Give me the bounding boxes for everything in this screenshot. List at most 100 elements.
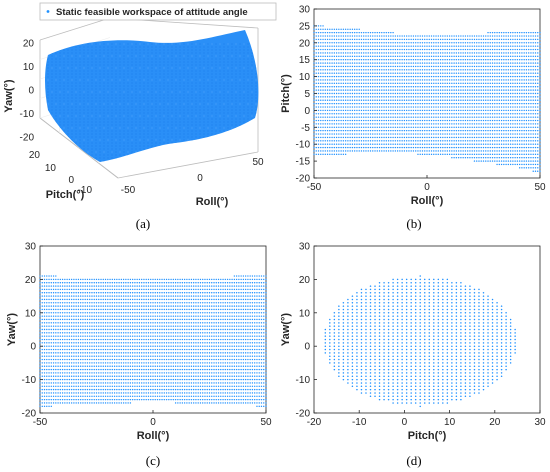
point	[320, 146, 322, 149]
point	[424, 72, 426, 74]
point	[433, 133, 435, 135]
point	[417, 123, 419, 125]
point	[532, 150, 534, 152]
point	[415, 79, 417, 81]
point	[369, 113, 372, 115]
point	[412, 119, 415, 122]
point	[91, 402, 93, 404]
point	[333, 153, 336, 156]
point	[435, 140, 437, 142]
point	[448, 62, 451, 64]
point	[102, 362, 104, 364]
point	[390, 79, 392, 81]
point	[523, 126, 525, 128]
point	[528, 38, 530, 41]
point	[102, 285, 104, 287]
point	[333, 45, 336, 47]
point	[338, 28, 340, 30]
point	[403, 75, 406, 78]
point	[329, 136, 331, 139]
point	[52, 368, 55, 371]
point	[516, 140, 519, 142]
point	[453, 102, 455, 105]
point	[93, 305, 95, 307]
point	[331, 42, 333, 44]
point	[532, 48, 534, 51]
point	[79, 328, 82, 331]
point	[399, 133, 401, 135]
point	[369, 119, 372, 122]
y-tick-label: -5	[301, 123, 310, 134]
point	[392, 96, 394, 98]
point	[52, 305, 55, 307]
point	[439, 123, 442, 125]
point	[466, 69, 469, 71]
point	[478, 153, 480, 156]
point	[313, 52, 315, 54]
point	[89, 388, 91, 391]
point	[50, 322, 52, 324]
point	[363, 65, 365, 68]
point	[89, 288, 91, 291]
point	[428, 55, 430, 58]
point	[335, 140, 338, 142]
point	[322, 119, 324, 122]
point	[415, 59, 417, 61]
point	[476, 48, 478, 51]
point	[498, 65, 501, 68]
point	[507, 140, 510, 142]
point	[365, 140, 367, 142]
point	[471, 38, 473, 41]
point	[478, 38, 480, 41]
point	[491, 65, 494, 68]
point	[466, 52, 469, 54]
point	[331, 45, 333, 47]
point	[514, 31, 516, 34]
point	[317, 143, 320, 145]
point	[326, 38, 329, 41]
point	[415, 52, 417, 54]
point	[73, 368, 75, 371]
point	[59, 388, 62, 391]
point	[98, 388, 100, 391]
point	[374, 89, 376, 91]
point	[360, 45, 363, 47]
point	[457, 113, 460, 115]
point	[95, 328, 98, 331]
point	[102, 318, 104, 321]
point	[356, 136, 358, 139]
point	[102, 375, 104, 377]
point	[390, 126, 392, 128]
point	[405, 38, 408, 41]
point	[358, 45, 360, 47]
point	[66, 335, 68, 337]
point	[505, 153, 507, 156]
point	[478, 143, 480, 145]
point	[503, 140, 505, 142]
point	[485, 146, 487, 149]
point	[512, 59, 514, 61]
point	[351, 92, 354, 95]
point	[79, 382, 82, 384]
point	[401, 113, 403, 115]
point	[464, 99, 467, 101]
point	[374, 109, 376, 112]
point	[381, 55, 383, 58]
point	[57, 322, 59, 324]
point	[70, 318, 73, 321]
point	[381, 99, 383, 101]
point	[365, 86, 367, 88]
point	[446, 140, 449, 142]
point	[485, 106, 487, 108]
point	[98, 295, 100, 297]
point	[417, 96, 419, 98]
point	[75, 318, 77, 321]
point	[86, 345, 89, 347]
point	[464, 62, 467, 64]
point	[518, 163, 521, 166]
point	[372, 62, 374, 64]
point	[68, 285, 71, 287]
point	[376, 116, 378, 118]
point	[457, 89, 460, 91]
point	[390, 65, 392, 68]
